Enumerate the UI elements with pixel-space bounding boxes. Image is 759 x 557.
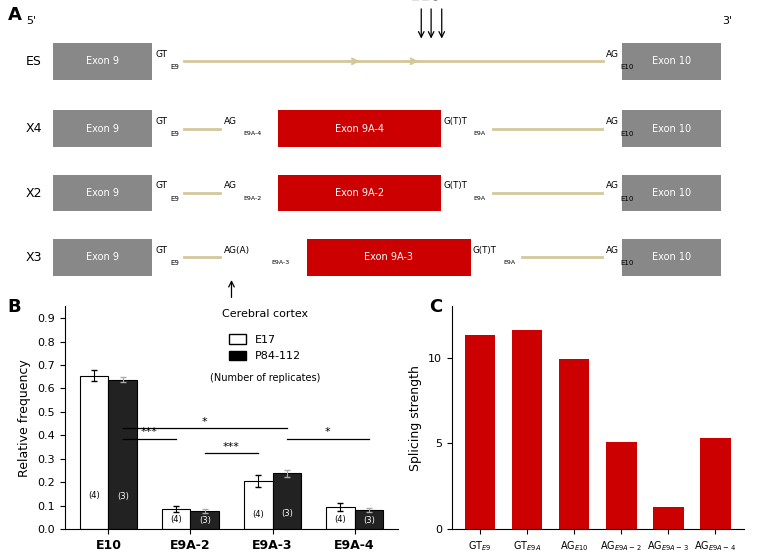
- Bar: [278, 110, 441, 147]
- Text: E10: E10: [621, 64, 635, 70]
- Text: E9A-2: E9A-2: [244, 196, 262, 201]
- Bar: [307, 239, 471, 276]
- Text: Exon 9: Exon 9: [86, 188, 119, 198]
- Text: E9A-4: E9A-4: [244, 131, 262, 136]
- Text: (Number of replicates): (Number of replicates): [209, 373, 320, 383]
- Bar: [278, 174, 441, 211]
- Text: (3): (3): [363, 516, 375, 525]
- Text: X2: X2: [25, 187, 42, 199]
- Text: Exon 9: Exon 9: [86, 124, 119, 134]
- Text: AG: AG: [606, 181, 619, 190]
- Text: Exon 10: Exon 10: [652, 188, 691, 198]
- Bar: [53, 110, 152, 147]
- Text: 5': 5': [27, 17, 36, 26]
- Text: AG: AG: [606, 117, 619, 126]
- Bar: [80, 375, 109, 529]
- Text: *: *: [202, 417, 208, 427]
- Text: G(T)T: G(T)T: [473, 246, 496, 255]
- Bar: [272, 473, 301, 529]
- Text: G(T)T: G(T)T: [443, 181, 467, 190]
- Bar: [354, 510, 383, 529]
- Text: GT: GT: [156, 117, 168, 126]
- Text: AG: AG: [224, 117, 237, 126]
- Text: Rat: Rat: [223, 306, 240, 316]
- Text: ES: ES: [26, 55, 42, 68]
- Bar: [622, 110, 721, 147]
- Text: E10: E10: [621, 131, 635, 138]
- Bar: [53, 239, 152, 276]
- Text: X3: X3: [25, 251, 42, 264]
- Text: E10: E10: [621, 260, 635, 266]
- Bar: [653, 507, 684, 529]
- Text: GT: GT: [156, 50, 168, 58]
- Text: ***: ***: [141, 427, 158, 437]
- Bar: [606, 442, 637, 529]
- Y-axis label: Relative frequency: Relative frequency: [18, 359, 31, 477]
- Text: E9A: E9A: [503, 260, 515, 265]
- Text: A: A: [8, 6, 21, 24]
- Text: GT: GT: [156, 246, 168, 255]
- Text: X4: X4: [25, 122, 42, 135]
- Bar: [465, 335, 496, 529]
- Text: AG(A): AG(A): [224, 246, 250, 255]
- Bar: [53, 43, 152, 80]
- Text: AG: AG: [224, 181, 237, 190]
- Bar: [622, 239, 721, 276]
- Text: GT: GT: [156, 181, 168, 190]
- Text: ***: ***: [223, 442, 240, 452]
- Bar: [244, 481, 272, 529]
- Text: (3): (3): [281, 509, 293, 518]
- Text: AG: AG: [606, 246, 619, 255]
- Text: Exon 9A-2: Exon 9A-2: [335, 188, 384, 198]
- Text: G(T)T: G(T)T: [443, 117, 467, 126]
- Bar: [109, 379, 137, 529]
- Bar: [622, 174, 721, 211]
- Text: E9: E9: [171, 260, 180, 266]
- Text: Exon 9: Exon 9: [86, 252, 119, 262]
- Text: (4): (4): [170, 515, 182, 524]
- Text: (4): (4): [88, 491, 100, 500]
- Text: B: B: [8, 298, 21, 316]
- Text: Exon 9A-4: Exon 9A-4: [335, 124, 384, 134]
- Text: E9: E9: [171, 196, 180, 202]
- Bar: [559, 359, 590, 529]
- Legend: E17, P84-112: E17, P84-112: [225, 330, 305, 366]
- Y-axis label: Splicing strength: Splicing strength: [409, 365, 422, 471]
- Bar: [700, 438, 730, 529]
- Bar: [512, 330, 543, 529]
- Text: E9A: E9A: [474, 131, 486, 136]
- Text: E10: E10: [621, 196, 635, 202]
- Bar: [191, 511, 219, 529]
- Text: (3): (3): [117, 492, 129, 501]
- Text: Exon 10: Exon 10: [652, 252, 691, 262]
- Text: Cerebral cortex: Cerebral cortex: [222, 309, 308, 319]
- Text: E9: E9: [171, 131, 180, 138]
- Text: Exon 10: Exon 10: [652, 124, 691, 134]
- Text: E9A: E9A: [474, 196, 486, 201]
- Text: (3): (3): [199, 516, 211, 525]
- Text: *: *: [325, 427, 331, 437]
- Bar: [162, 509, 191, 529]
- Text: (4): (4): [335, 515, 346, 524]
- Text: Exon 10: Exon 10: [652, 56, 691, 66]
- Text: E9: E9: [171, 64, 180, 70]
- Text: Exon 9A-3: Exon 9A-3: [364, 252, 414, 262]
- Bar: [622, 43, 721, 80]
- Text: (4): (4): [252, 510, 264, 519]
- Text: E9A-3: E9A-3: [271, 260, 289, 265]
- Text: AG: AG: [606, 50, 619, 58]
- Text: 3': 3': [723, 17, 732, 26]
- Bar: [326, 507, 354, 529]
- Text: Exon 9: Exon 9: [86, 56, 119, 66]
- Text: C: C: [429, 298, 442, 316]
- Bar: [53, 174, 152, 211]
